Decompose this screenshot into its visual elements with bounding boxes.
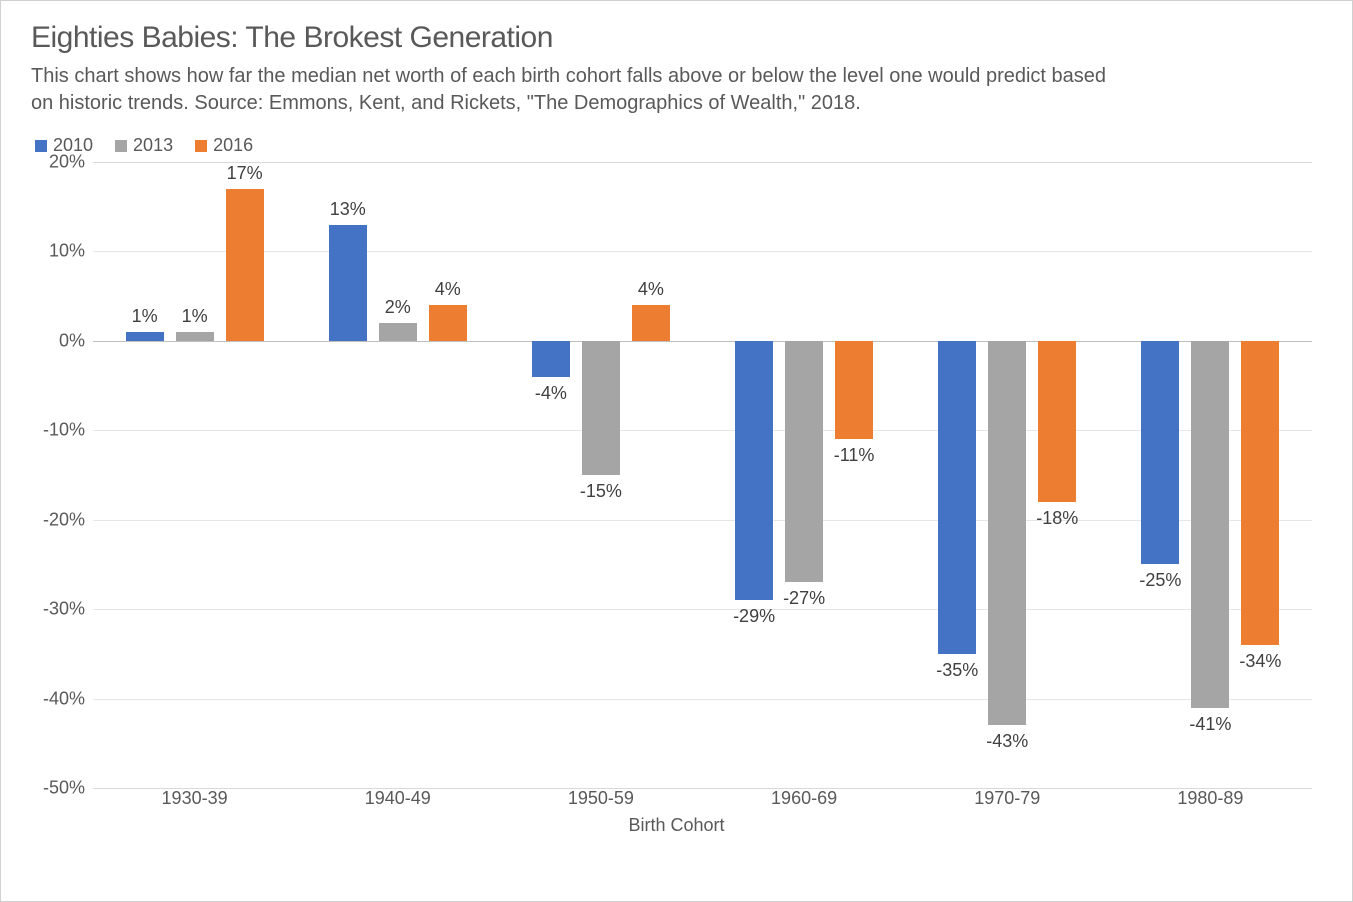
bar-value-label: -27% bbox=[783, 588, 825, 609]
bar-value-label: 4% bbox=[638, 279, 664, 300]
x-tick-label: 1940-49 bbox=[365, 788, 431, 809]
legend-swatch-2013 bbox=[115, 140, 127, 152]
bar bbox=[176, 332, 214, 341]
bar-group: 1% 1% 17% bbox=[93, 162, 296, 788]
bar bbox=[582, 341, 620, 475]
plot-area: 1%1%17%13%2%4%-4%-15%4%-29%-27%-11%-35%-… bbox=[93, 162, 1312, 788]
x-axis-title: Birth Cohort bbox=[628, 815, 724, 836]
bar bbox=[532, 341, 570, 377]
y-tick-label: -40% bbox=[43, 688, 85, 709]
bar-group: -4% -15% 4% bbox=[499, 162, 702, 788]
bar-value-label: 13% bbox=[330, 199, 366, 220]
y-tick-label: -20% bbox=[43, 509, 85, 530]
bar bbox=[785, 341, 823, 582]
bar bbox=[1241, 341, 1279, 645]
bar-value-label: 1% bbox=[132, 306, 158, 327]
bar bbox=[429, 305, 467, 341]
bar bbox=[126, 332, 164, 341]
bar bbox=[379, 323, 417, 341]
y-tick-label: 0% bbox=[59, 330, 85, 351]
bar-value-label: -35% bbox=[936, 660, 978, 681]
bar bbox=[988, 341, 1026, 726]
y-tick-label: -30% bbox=[43, 599, 85, 620]
bar bbox=[1191, 341, 1229, 708]
legend-swatch-2010 bbox=[35, 140, 47, 152]
y-tick-label: -10% bbox=[43, 420, 85, 441]
bar-group: -25% -41% -34% bbox=[1109, 162, 1312, 788]
bar-value-label: -29% bbox=[733, 606, 775, 627]
bar-group: -35% -43% -18% bbox=[906, 162, 1109, 788]
y-axis: 20%10%0%-10%-20%-30%-40%-50% bbox=[31, 162, 93, 788]
bar-value-label: 4% bbox=[435, 279, 461, 300]
x-tick-label: 1950-59 bbox=[568, 788, 634, 809]
bar-group: -29% -27% -11% bbox=[703, 162, 906, 788]
legend-label-2016: 2016 bbox=[213, 135, 253, 156]
bar-value-label: -41% bbox=[1189, 714, 1231, 735]
bar bbox=[329, 225, 367, 341]
bar-group: 13% 2% 4% bbox=[296, 162, 499, 788]
bar-value-label: -25% bbox=[1139, 570, 1181, 591]
x-tick-label: 1970-79 bbox=[974, 788, 1040, 809]
bar-value-label: 17% bbox=[227, 163, 263, 184]
bar bbox=[632, 305, 670, 341]
plot-wrap: 20%10%0%-10%-20%-30%-40%-50% 1%1%17%13%2… bbox=[31, 162, 1322, 822]
bar-value-label: -18% bbox=[1036, 508, 1078, 529]
bar bbox=[735, 341, 773, 600]
chart-container: Eighties Babies: The Brokest Generation … bbox=[0, 0, 1353, 902]
legend-label-2013: 2013 bbox=[133, 135, 173, 156]
bar bbox=[1038, 341, 1076, 502]
legend-item-2013: 2013 bbox=[115, 135, 173, 156]
bar bbox=[226, 189, 264, 341]
y-tick-label: 10% bbox=[49, 241, 85, 262]
y-tick-label: 20% bbox=[49, 152, 85, 173]
y-tick-label: -50% bbox=[43, 778, 85, 799]
x-tick-label: 1960-69 bbox=[771, 788, 837, 809]
bar-value-label: -11% bbox=[834, 445, 875, 466]
legend-item-2016: 2016 bbox=[195, 135, 253, 156]
bar-value-label: -34% bbox=[1239, 651, 1281, 672]
bar-value-label: -15% bbox=[580, 481, 622, 502]
bar bbox=[1141, 341, 1179, 565]
bar-value-label: 1% bbox=[182, 306, 208, 327]
bar bbox=[938, 341, 976, 654]
bar-value-label: -43% bbox=[986, 731, 1028, 752]
legend-swatch-2016 bbox=[195, 140, 207, 152]
bar-value-label: 2% bbox=[385, 297, 411, 318]
chart-title: Eighties Babies: The Brokest Generation bbox=[31, 21, 1322, 55]
bar bbox=[835, 341, 873, 439]
bar-value-label: -4% bbox=[535, 383, 567, 404]
x-tick-label: 1930-39 bbox=[162, 788, 228, 809]
x-axis-labels: 1930-39 1940-49 1950-59 1960-69 1970-79 1980-… bbox=[93, 788, 1312, 814]
x-tick-label: 1980-89 bbox=[1177, 788, 1243, 809]
chart-subtitle: This chart shows how far the median net … bbox=[31, 63, 1131, 117]
chart-legend: 2010 2013 2016 bbox=[31, 135, 1322, 156]
